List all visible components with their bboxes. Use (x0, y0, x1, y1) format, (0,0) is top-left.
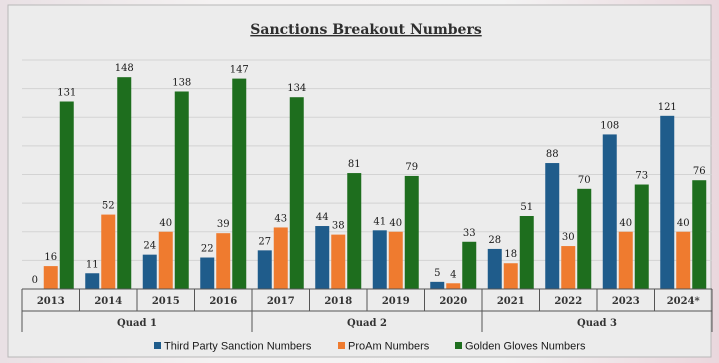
x-tick-label: 2023 (612, 296, 640, 307)
bar (315, 226, 330, 289)
data-label: 16 (44, 252, 57, 263)
legend-swatch (154, 342, 161, 349)
group-label: Quad 2 (347, 318, 387, 329)
data-label: 70 (578, 175, 591, 186)
bar (142, 254, 157, 289)
x-tick-label: 2021 (497, 296, 525, 307)
data-label: 18 (504, 249, 517, 260)
bar (692, 180, 707, 289)
x-tick-label: 2016 (209, 296, 237, 307)
gridlines (22, 59, 712, 261)
x-tick-label: 2019 (382, 296, 410, 307)
data-label: 27 (258, 236, 271, 247)
x-tick-label: 2017 (267, 296, 295, 307)
bar (85, 273, 100, 289)
data-label: 24 (143, 241, 156, 252)
data-label: 4 (450, 269, 456, 280)
data-label: 134 (287, 83, 306, 94)
x-tick-label: 2020 (439, 296, 467, 307)
bar (545, 163, 560, 289)
data-label: 43 (274, 213, 287, 224)
bar (503, 263, 518, 289)
legend: Third Party Sanction Numbers ProAm Number… (154, 341, 586, 353)
legend-label: Third Party Sanction Numbers (164, 341, 312, 353)
data-label: 73 (635, 171, 648, 182)
bar (446, 283, 461, 289)
bar (561, 246, 576, 289)
bar (519, 216, 534, 289)
chart-title: Sanctions Breakout Numbers (250, 22, 482, 38)
data-label: 40 (389, 218, 402, 229)
bars (43, 77, 707, 290)
bar (676, 231, 691, 289)
bar (43, 266, 58, 289)
bar (158, 231, 173, 289)
data-label: 39 (217, 219, 230, 230)
x-tick-label: 2013 (37, 296, 65, 307)
data-label: 44 (316, 212, 329, 223)
bar (232, 78, 247, 289)
bar (404, 175, 419, 289)
data-label: 5 (434, 268, 440, 279)
bar (577, 188, 592, 289)
data-label: 40 (677, 218, 690, 229)
bar (331, 234, 346, 289)
data-label: 79 (405, 162, 418, 173)
bar (634, 184, 649, 289)
data-label: 138 (172, 77, 191, 88)
bar (174, 91, 189, 289)
bar (347, 173, 362, 289)
data-label: 11 (86, 259, 99, 270)
bar (660, 115, 675, 289)
bar (216, 233, 231, 289)
data-label: 41 (373, 216, 386, 227)
legend-swatch (455, 342, 462, 349)
group-label: Quad 3 (577, 318, 617, 329)
bar (487, 248, 502, 289)
data-label: 52 (102, 201, 115, 212)
data-label: 0 (32, 275, 38, 286)
data-label: 33 (463, 228, 476, 239)
data-label: 147 (230, 65, 249, 76)
data-label: 121 (658, 102, 677, 113)
data-label: 38 (332, 221, 345, 232)
bar (388, 231, 403, 289)
data-label: 108 (600, 120, 619, 131)
x-tick-label: 2022 (554, 296, 582, 307)
bar (289, 97, 304, 290)
bar (257, 250, 272, 289)
legend-label: ProAm Numbers (348, 341, 430, 353)
bar (430, 281, 445, 289)
bar (462, 241, 477, 289)
data-label: 76 (693, 166, 706, 177)
legend-swatch (338, 342, 345, 349)
bar (59, 101, 74, 289)
bar (200, 257, 215, 289)
legend-label: Golden Gloves Numbers (465, 341, 586, 353)
data-label: 22 (201, 244, 214, 255)
data-label: 81 (348, 159, 361, 170)
data-label: 40 (159, 218, 172, 229)
x-tick-label: 2024* (667, 296, 701, 307)
data-label: 148 (115, 63, 134, 74)
x-axis: 2013 2014 2015 2016 2017 2018 2019 2020 2021 2022… (21, 288, 713, 332)
data-label: 30 (562, 232, 575, 243)
data-label: 88 (546, 149, 559, 160)
data-label: 131 (57, 88, 76, 99)
x-tick-label: 2018 (324, 296, 352, 307)
bar (372, 230, 387, 289)
data-label: 40 (619, 218, 632, 229)
bar (602, 134, 617, 289)
bar (101, 214, 116, 289)
bar (273, 227, 288, 289)
bar (618, 231, 633, 289)
data-label: 28 (488, 235, 501, 246)
x-tick-label: 2014 (94, 296, 122, 307)
group-label: Quad 1 (117, 318, 157, 329)
x-tick-label: 2015 (152, 296, 180, 307)
data-label: 51 (520, 202, 533, 213)
bar (117, 77, 132, 289)
